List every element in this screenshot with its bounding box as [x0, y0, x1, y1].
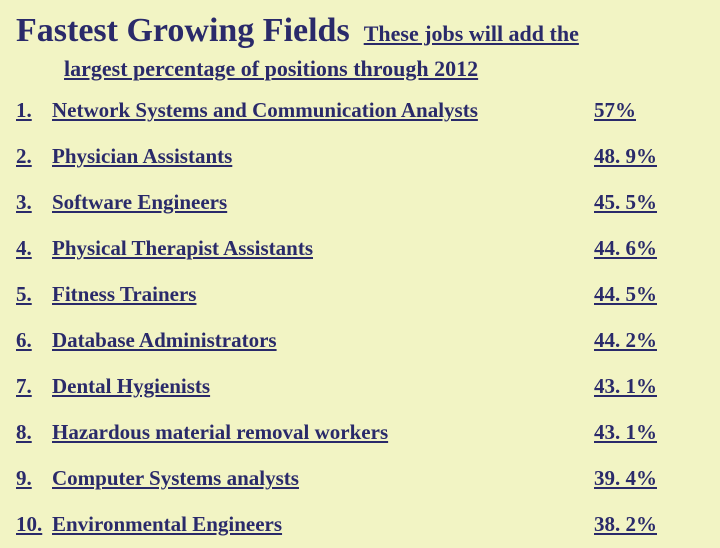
field-cell: Physician Assistants [52, 144, 594, 169]
rank-cell: 2. [16, 144, 52, 169]
rank-cell: 5. [16, 282, 52, 307]
rank-cell: 1. [16, 98, 52, 123]
table-row: 9. Computer Systems analysts 39. 4% [16, 456, 704, 502]
table-row: 1. Network Systems and Communication Ana… [16, 88, 704, 134]
field-cell: Hazardous material removal workers [52, 420, 594, 445]
rank-cell: 4. [16, 236, 52, 261]
field-cell: Computer Systems analysts [52, 466, 594, 491]
rank-cell: 7. [16, 374, 52, 399]
pct-cell: 39. 4% [594, 466, 704, 491]
pct-cell: 57% [594, 98, 704, 123]
pct-cell: 44. 2% [594, 328, 704, 353]
pct-cell: 44. 6% [594, 236, 704, 261]
pct-cell: 38. 2% [594, 512, 704, 537]
table-row: 8. Hazardous material removal workers 43… [16, 410, 704, 456]
field-cell: Database Administrators [52, 328, 594, 353]
rank-cell: 10. [16, 512, 52, 537]
pct-cell: 48. 9% [594, 144, 704, 169]
table-row: 2. Physician Assistants 48. 9% [16, 134, 704, 180]
pct-cell: 43. 1% [594, 420, 704, 445]
subtitle-wrap: largest percentage of positions through … [16, 55, 704, 83]
table-row: 7. Dental Hygienists 43. 1% [16, 364, 704, 410]
pct-cell: 43. 1% [594, 374, 704, 399]
table-row: 4. Physical Therapist Assistants 44. 6% [16, 226, 704, 272]
field-cell: Physical Therapist Assistants [52, 236, 594, 261]
slide-header: Fastest Growing Fields These jobs will a… [16, 10, 704, 82]
table-row: 6. Database Administrators 44. 2% [16, 318, 704, 364]
table-row: 3. Software Engineers 45. 5% [16, 180, 704, 226]
rank-cell: 9. [16, 466, 52, 491]
main-title: Fastest Growing Fields [16, 12, 350, 49]
pct-cell: 44. 5% [594, 282, 704, 307]
field-cell: Network Systems and Communication Analys… [52, 98, 594, 123]
slide-page: Fastest Growing Fields These jobs will a… [0, 0, 720, 540]
subtitle-lead: These jobs will add the [364, 21, 579, 46]
table-row: 5. Fitness Trainers 44. 5% [16, 272, 704, 318]
rank-cell: 6. [16, 328, 52, 353]
field-cell: Fitness Trainers [52, 282, 594, 307]
table-row: 10. Environmental Engineers 38. 2% [16, 502, 704, 548]
fields-table: 1. Network Systems and Communication Ana… [16, 88, 704, 548]
rank-cell: 3. [16, 190, 52, 215]
field-cell: Dental Hygienists [52, 374, 594, 399]
field-cell: Software Engineers [52, 190, 594, 215]
field-cell: Environmental Engineers [52, 512, 594, 537]
pct-cell: 45. 5% [594, 190, 704, 215]
rank-cell: 8. [16, 420, 52, 445]
